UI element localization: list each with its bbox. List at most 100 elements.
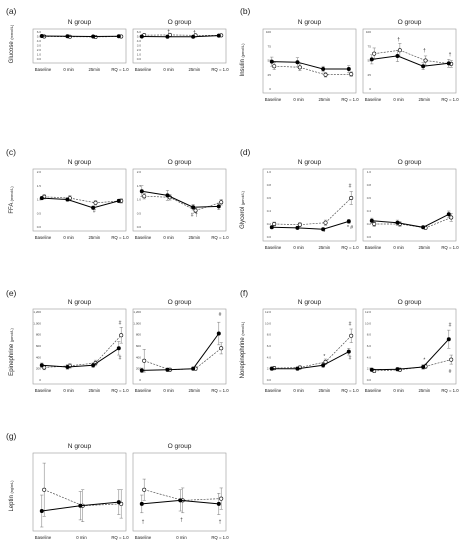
panel-label: (e): [6, 288, 17, 298]
y-tick-label: 6.0: [267, 344, 272, 348]
y-tick-label: 2.0: [367, 367, 372, 371]
data-point-open: [372, 51, 377, 56]
x-category-label: Baseline: [135, 535, 152, 540]
y-tick-label: 1.0: [37, 198, 42, 202]
y-axis-title: Glycerol: [240, 205, 246, 229]
data-point-filled: [91, 34, 96, 39]
y-axis-title: Glucose: [9, 40, 15, 64]
y-tick-label: 0.8: [367, 183, 372, 187]
plot-frame: [32, 308, 127, 385]
x-category-label: 25min: [418, 388, 430, 393]
panel-e: (e) Epinephrine (pmol/L) N group 0 200 400 600…: [6, 288, 229, 393]
x-category-label: 25min: [318, 245, 330, 250]
data-point-filled: [139, 368, 144, 373]
y-tick-label: 50: [268, 59, 272, 63]
panel-label: (d): [240, 147, 251, 157]
series-line-filled: [41, 197, 119, 209]
significance-marker: †: [193, 30, 196, 36]
y-axis-unit: (ng/mL): [10, 480, 14, 494]
y-tick-label: 0: [369, 87, 371, 91]
significance-marker: #: [349, 322, 352, 328]
significance-marker: #: [93, 209, 96, 215]
data-point-filled: [446, 212, 451, 217]
plot-frame: [262, 168, 357, 242]
subplot-n-group: N group 0 25 50 75 100 Baseline 0 min 25min RQ = …: [262, 19, 359, 102]
data-point-filled: [139, 501, 144, 506]
data-point-filled: [321, 363, 326, 368]
group-title: N group: [68, 19, 92, 26]
data-point-filled: [321, 227, 326, 232]
data-point-filled: [116, 198, 121, 203]
significance-marker: †: [167, 29, 170, 35]
data-point-open: [142, 358, 147, 363]
x-category-label: 0 min: [76, 535, 87, 540]
y-tick-label: 0.5: [137, 211, 142, 215]
x-category-label: 0 min: [63, 235, 74, 240]
significance-marker: #: [219, 312, 222, 318]
series-line-filled: [371, 338, 450, 371]
subplot-o-group: O group 0.0 0.2 0.4 0.6 0.8 1.0 Baseline 0 min 25…: [362, 159, 459, 250]
y-tick-label: 0: [269, 87, 271, 91]
x-category-label: RQ = 1.0: [441, 245, 459, 250]
data-point-filled: [395, 220, 400, 225]
subplot-o-group: O group 0 25 50 75 100 Baseline 0 min 25min RQ = …: [362, 19, 459, 102]
y-tick-label: 0.0: [367, 378, 372, 382]
data-point-filled: [216, 204, 221, 209]
data-point-filled: [39, 363, 44, 368]
y-tick-label: 2.0: [137, 170, 142, 174]
data-point-filled: [295, 60, 300, 65]
group-title: O group: [398, 19, 422, 26]
y-tick-label: 0.6: [267, 196, 272, 200]
data-point-filled: [139, 189, 144, 194]
y-tick-label: 0.0: [37, 57, 42, 61]
series-line-filled: [141, 35, 219, 38]
y-tick-label: 10.0: [265, 321, 271, 325]
subplot-o-group: O group 0 200 400 600 800 1,000 1,200 Baseline 0 …: [132, 299, 229, 393]
plot-frame: [362, 308, 457, 385]
x-category-label: 25min: [188, 67, 200, 72]
y-tick-label: 2.0: [37, 170, 42, 174]
y-axis-label: Glucose (mmol/L): [9, 24, 15, 63]
x-category-label: Baseline: [135, 235, 152, 240]
x-category-label: 0 min: [63, 388, 74, 393]
data-point-filled: [91, 363, 96, 368]
data-point-filled: [269, 366, 274, 371]
panel-label: (b): [240, 6, 251, 16]
group-title: N group: [68, 159, 92, 166]
data-point-filled: [269, 225, 274, 230]
significance-marker: †: [142, 519, 145, 525]
subplot-n-group: N group 0.0 0.2 0.4 0.6 0.8 1.0 Baseline 0 min 25…: [262, 159, 359, 250]
series-line-filled: [141, 190, 219, 208]
y-axis-label: Insulin (pmol/L): [240, 43, 246, 77]
data-point-filled: [446, 337, 451, 342]
data-point-open: [449, 357, 454, 362]
x-category-label: 0 min: [163, 388, 174, 393]
panel-g: (g) Leptin (ng/mL) N group Baseline 0 min RQ …: [6, 431, 229, 540]
y-tick-label: 3.0: [137, 44, 142, 48]
data-point-filled: [446, 61, 451, 66]
significance-marker: †: [449, 52, 452, 58]
y-tick-label: 600: [136, 344, 141, 348]
x-category-label: RQ = 1.0: [111, 388, 129, 393]
panel-b: (b) Insulin (pmol/L) N group 0 25 50 75 100 Base…: [240, 6, 459, 102]
x-category-label: RQ = 1.0: [211, 535, 229, 540]
y-tick-label: 10.0: [365, 321, 371, 325]
y-tick-label: 1,200: [33, 310, 41, 314]
panel-label: (c): [6, 147, 16, 157]
x-category-label: RQ = 1.0: [441, 97, 459, 102]
data-point-filled: [65, 34, 70, 39]
data-point-open: [272, 222, 277, 227]
y-axis-label: Epinephrine (pmol/L): [9, 327, 15, 375]
x-category-label: RQ = 1.0: [211, 388, 229, 393]
plot-frame: [132, 452, 227, 532]
series-line-filled: [271, 220, 349, 230]
data-point-filled: [295, 366, 300, 371]
group-title: N group: [298, 19, 322, 26]
data-point-open: [219, 200, 224, 205]
y-tick-label: 800: [36, 333, 41, 337]
data-point-open: [193, 208, 198, 213]
data-point-filled: [39, 196, 44, 201]
y-tick-label: 1,000: [133, 321, 141, 325]
data-point-filled: [191, 34, 196, 39]
group-title: N group: [298, 159, 322, 166]
